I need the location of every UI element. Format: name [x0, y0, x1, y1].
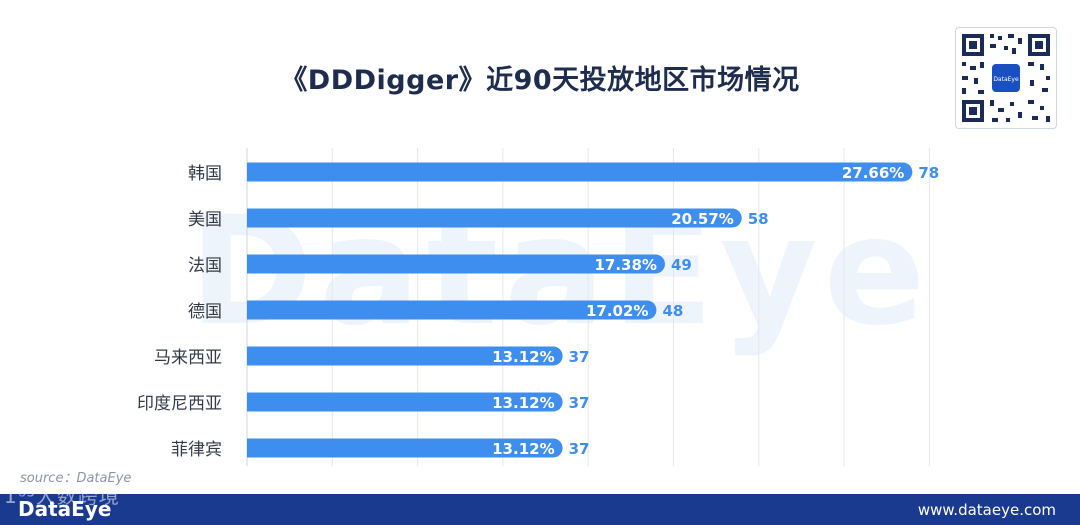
qr-code-graphic: DataEye: [962, 34, 1050, 122]
value-label: 37: [569, 440, 590, 458]
footer-watermark: 1⁶³大数跨境: [4, 484, 120, 508]
value-label: 37: [569, 394, 590, 412]
source-note: source：DataEye: [20, 471, 132, 486]
value-label: 48: [662, 302, 683, 320]
percent-label: 20.57%: [671, 210, 733, 228]
bar-left-fill: [247, 254, 266, 274]
bar: [247, 208, 742, 228]
category-label: 印度尼西亚: [137, 394, 222, 414]
category-label: 德国: [188, 302, 222, 322]
value-label: 49: [671, 256, 692, 274]
bar: [247, 162, 913, 182]
qr-logo-text: DataEye: [993, 76, 1019, 83]
qr-code-icon: DataEye: [955, 27, 1057, 129]
percent-label: 17.38%: [594, 256, 656, 274]
value-label: 78: [918, 164, 939, 182]
category-label: 法国: [188, 256, 222, 276]
bar-left-fill: [247, 162, 266, 182]
bar: [247, 346, 563, 366]
value-label: 37: [569, 348, 590, 366]
bar-left-fill: [247, 438, 266, 458]
category-label: 美国: [188, 210, 222, 230]
bar-left-fill: [247, 300, 266, 320]
bar-left-fill: [247, 346, 266, 366]
percent-label: 27.66%: [842, 164, 904, 182]
chart-title: 《DDDigger》近90天投放地区市场情况: [280, 65, 800, 96]
bar-left-fill: [247, 392, 266, 412]
value-label: 58: [748, 210, 769, 228]
category-label: 韩国: [188, 164, 222, 184]
footer-bar: DataEye www.dataeye.com: [0, 494, 1080, 525]
bar: [247, 254, 665, 274]
percent-label: 13.12%: [492, 394, 554, 412]
percent-label: 17.02%: [586, 302, 648, 320]
footer-brand: DataEye: [18, 497, 112, 521]
footer-url[interactable]: www.dataeye.com: [917, 501, 1056, 519]
percent-label: 13.12%: [492, 348, 554, 366]
bar-left-fill: [247, 208, 266, 228]
bar: [247, 438, 563, 458]
bar: [247, 300, 657, 320]
bar: [247, 392, 563, 412]
category-label: 菲律宾: [171, 440, 222, 460]
category-label: 马来西亚: [154, 348, 222, 368]
percent-label: 13.12%: [492, 440, 554, 458]
